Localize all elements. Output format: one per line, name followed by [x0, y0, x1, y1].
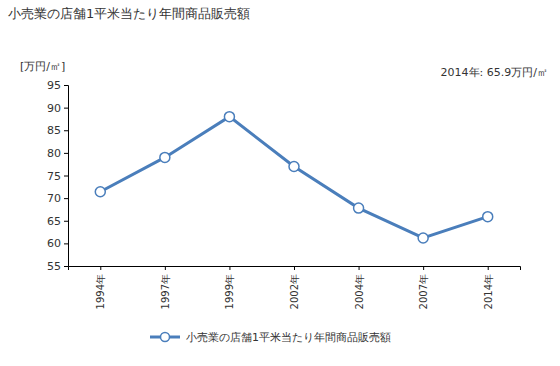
- y-axis: 55 60 65 70 75 80 85 90 95: [47, 79, 69, 273]
- title: 小売業の店舗1平米当たり年間商品販売額: [8, 6, 250, 21]
- y-tick: 60: [47, 237, 68, 250]
- point-marker: [160, 152, 170, 162]
- annotation: 2014年: 65.9万円/㎡: [441, 66, 548, 79]
- x-tick-label: 2002年: [289, 274, 300, 309]
- y-tick-label: 70: [47, 192, 61, 205]
- legend: 小売業の店舗1平米当たり年間商品販売額: [150, 331, 391, 344]
- y-tick: 70: [47, 192, 68, 205]
- x-tick: 2007年: [418, 266, 429, 309]
- x-tick: 1994年: [95, 266, 106, 309]
- x-tick: 2014年: [483, 266, 494, 309]
- x-tick-label: 2004年: [354, 274, 365, 309]
- y-tick: 90: [47, 102, 68, 115]
- y-tick-mark: [64, 176, 68, 177]
- y-tick: 95: [47, 79, 68, 92]
- y-tick-mark: [64, 221, 68, 222]
- y-tick-mark: [64, 85, 68, 86]
- x-tick-mark: [488, 266, 489, 270]
- x-tick: 1997年: [160, 266, 171, 309]
- y-label: [万円/㎡]: [20, 60, 65, 73]
- y-tick-mark: [64, 243, 68, 244]
- y-axis-line: [64, 86, 69, 267]
- y-tick-mark: [64, 130, 68, 131]
- y-tick-label: 85: [47, 124, 61, 137]
- x-axis: 1994年 1997年 1999年 2002年 2004年 2007年 2014年: [69, 266, 521, 309]
- y-tick-label: 95: [47, 79, 61, 92]
- x-tick-mark: [100, 266, 101, 270]
- y-tick-mark: [64, 153, 68, 154]
- series-line: [100, 117, 487, 238]
- y-tick-label: 90: [47, 102, 61, 115]
- y-tick: 80: [47, 147, 68, 160]
- x-tick-mark: [229, 266, 230, 270]
- point-marker: [224, 112, 234, 122]
- x-tick-label: 2014年: [483, 274, 494, 309]
- x-tick-mark: [165, 266, 166, 270]
- y-tick-mark: [64, 198, 68, 199]
- x-tick-mark: [294, 266, 295, 270]
- legend-marker: [161, 333, 170, 342]
- x-tick: 2002年: [289, 266, 300, 309]
- y-tick-label: 60: [47, 237, 61, 250]
- x-tick-mark: [359, 266, 360, 270]
- y-tick: 65: [47, 215, 68, 228]
- x-tick-label: 1999年: [224, 274, 235, 309]
- x-tick-mark: [423, 266, 424, 270]
- y-tick-label: 80: [47, 147, 61, 160]
- point-marker: [483, 212, 493, 222]
- y-tick-label: 55: [47, 260, 61, 273]
- y-tick-label: 65: [47, 215, 61, 228]
- point-marker: [418, 233, 428, 243]
- x-tick-label: 1994年: [95, 274, 106, 309]
- y-tick: 85: [47, 124, 68, 137]
- legend-label: 小売業の店舗1平米当たり年間商品販売額: [186, 331, 391, 344]
- plot-area: [95, 112, 492, 243]
- point-marker: [289, 161, 299, 171]
- y-tick-mark: [64, 266, 68, 267]
- y-tick: 55: [47, 260, 68, 273]
- x-tick: 1999年: [224, 266, 235, 309]
- x-tick-label: 1997年: [160, 274, 171, 309]
- x-axis-line: [69, 267, 521, 271]
- y-tick: 75: [47, 170, 68, 183]
- point-marker: [95, 187, 105, 197]
- y-tick-mark: [64, 108, 68, 109]
- chart: 小売業の店舗1平米当たり年間商品販売額 [万円/㎡] 2014年: 65.9万円/㎡…: [0, 0, 560, 366]
- point-marker: [354, 203, 364, 213]
- x-tick-label: 2007年: [418, 274, 429, 309]
- y-tick-label: 75: [47, 170, 61, 183]
- x-tick: 2004年: [354, 266, 365, 309]
